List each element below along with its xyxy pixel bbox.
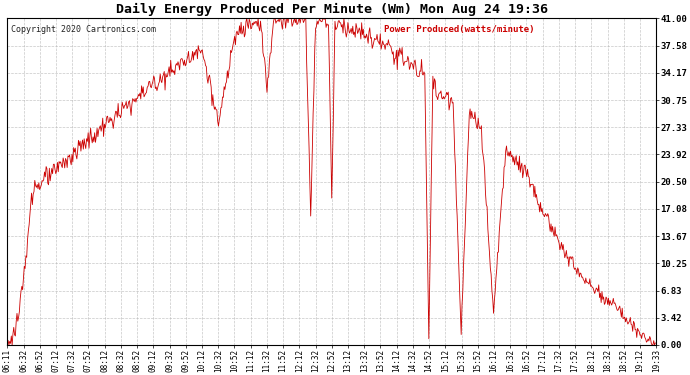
Text: Copyright 2020 Cartronics.com: Copyright 2020 Cartronics.com [10, 25, 155, 34]
Text: Power Produced(watts/minute): Power Produced(watts/minute) [384, 25, 534, 34]
Title: Daily Energy Produced Per Minute (Wm) Mon Aug 24 19:36: Daily Energy Produced Per Minute (Wm) Mo… [116, 3, 548, 16]
